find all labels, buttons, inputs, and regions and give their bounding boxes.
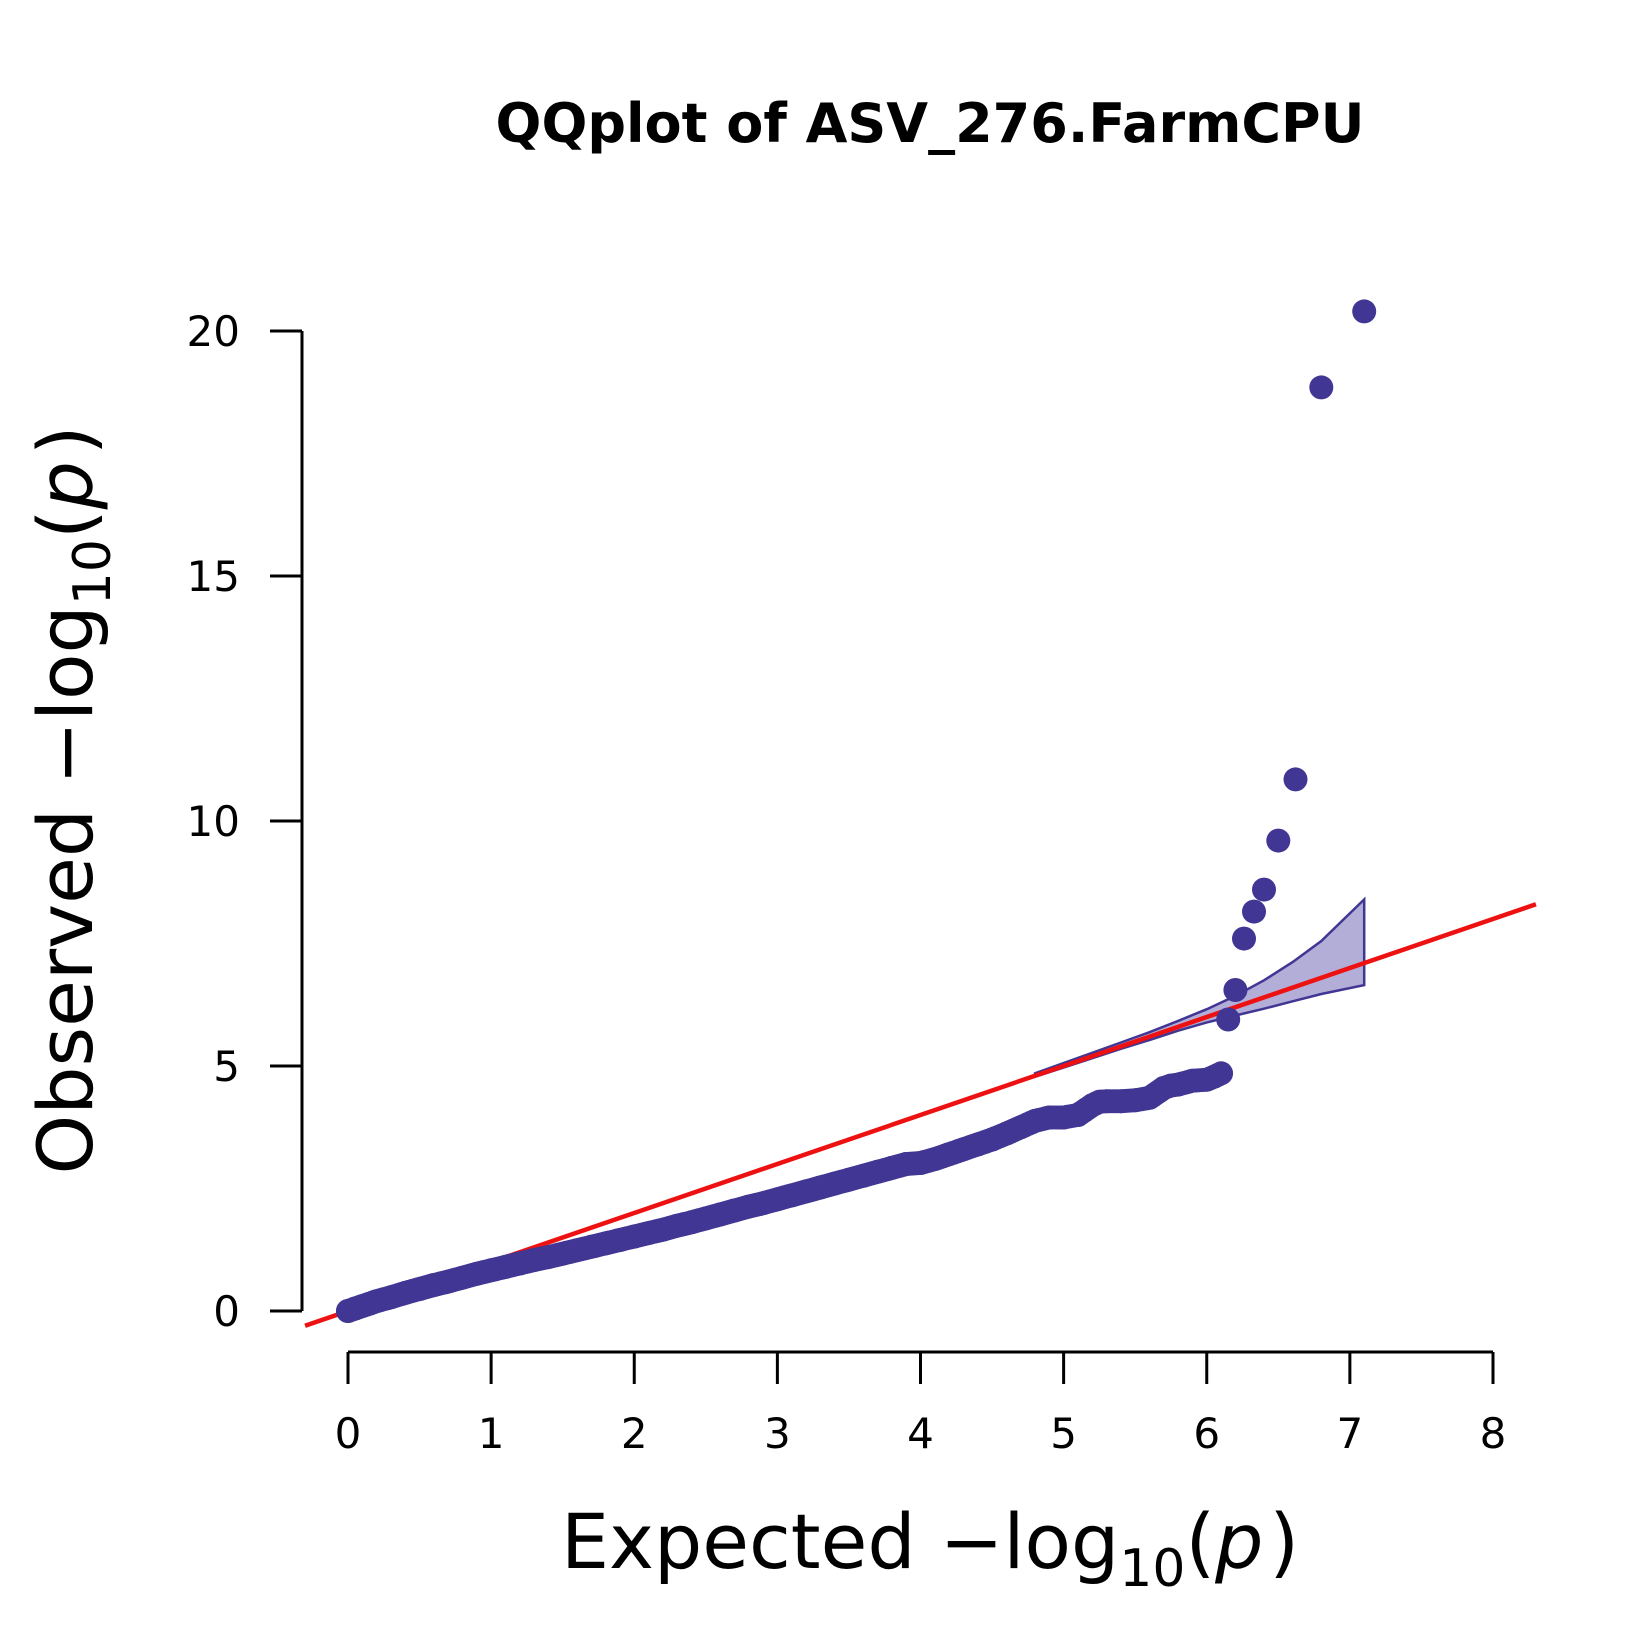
x-tick-label: 8 <box>1480 1409 1507 1458</box>
x-tick-label: 5 <box>1050 1409 1077 1458</box>
x-tick-label: 2 <box>621 1409 648 1458</box>
y-tick-label: 20 <box>187 307 240 356</box>
data-point <box>1223 978 1248 1002</box>
data-point <box>1242 899 1266 924</box>
data-point <box>1209 1061 1234 1086</box>
x-axis: 0 1 2 3 4 5 6 7 8 <box>335 1350 1507 1458</box>
x-axis-label-text: Expected −log <box>561 1497 1119 1586</box>
confidence-band <box>1033 896 1366 1079</box>
x-tick-label: 6 <box>1193 1409 1220 1458</box>
plot-area <box>304 299 1537 1328</box>
x-axis-label-close: ) <box>1269 1497 1299 1586</box>
data-point <box>1252 877 1276 902</box>
y-tick-label: 15 <box>187 552 240 601</box>
chart-title: QQplot of ASV_276.FarmCPU <box>496 92 1365 155</box>
y-tick-label: 10 <box>187 797 240 846</box>
x-tick-label: 7 <box>1337 1409 1364 1458</box>
x-tick-label: 0 <box>335 1409 362 1458</box>
data-point <box>1266 828 1291 853</box>
x-axis-label-open: ( <box>1185 1497 1215 1586</box>
y-axis: 0 5 10 15 20 <box>187 307 304 1336</box>
x-axis-label-var: p <box>1214 1497 1263 1586</box>
y-axis-label-subscript: 10 <box>63 539 123 605</box>
y-axis-label: Observed −log10(p) <box>21 425 123 1174</box>
x-tick-label: 4 <box>907 1409 934 1458</box>
data-point <box>1309 375 1334 400</box>
x-axis-label-subscript: 10 <box>1119 1539 1185 1599</box>
y-axis-label-close: ) <box>21 425 110 455</box>
data-point <box>1352 299 1377 324</box>
data-point <box>1283 767 1308 792</box>
data-point <box>1216 1007 1241 1032</box>
y-tick-label: 0 <box>213 1287 240 1336</box>
x-tick-label: 3 <box>764 1409 791 1458</box>
y-axis-label-var: p <box>21 461 110 510</box>
y-axis-label-text: Observed −log <box>21 605 110 1174</box>
y-tick-label: 5 <box>213 1042 240 1091</box>
data-point <box>1232 926 1256 951</box>
x-tick-label: 1 <box>478 1409 505 1458</box>
x-axis-label: Expected −log10(p) <box>561 1497 1299 1599</box>
y-axis-label-open: ( <box>21 509 110 539</box>
